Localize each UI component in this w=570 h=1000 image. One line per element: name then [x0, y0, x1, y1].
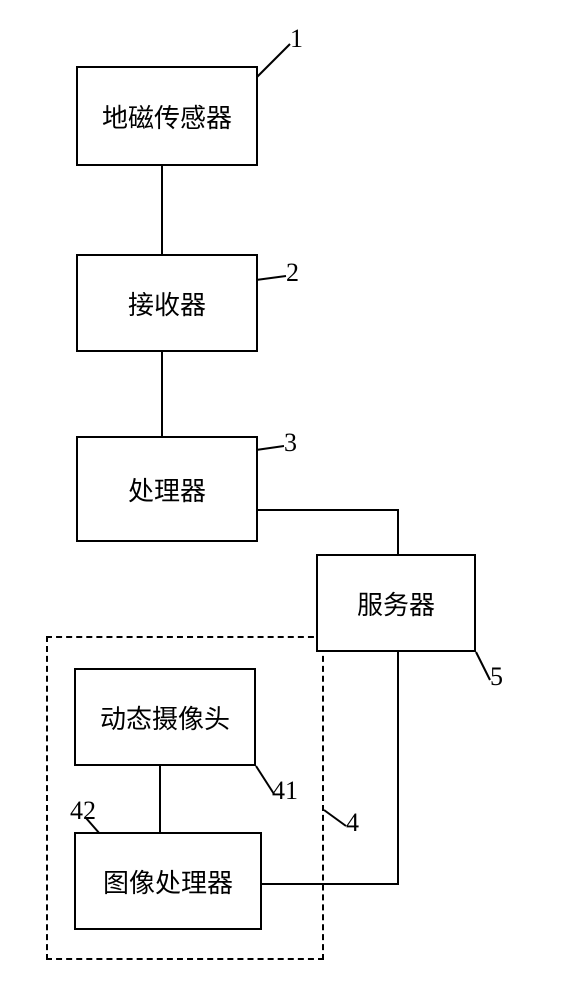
node-cpu: 处理器 [76, 436, 258, 542]
node-sensor: 地磁传感器 [76, 66, 258, 166]
ref-label-3: 3 [284, 428, 297, 458]
ref-label-1: 1 [290, 24, 303, 54]
node-server-label: 服务器 [357, 585, 435, 622]
node-receiver: 接收器 [76, 254, 258, 352]
node-cpu-label: 处理器 [128, 471, 206, 508]
node-camera: 动态摄像头 [74, 668, 256, 766]
ref-label-5: 5 [490, 662, 503, 692]
node-imgproc-label: 图像处理器 [103, 863, 233, 900]
ref-label-4: 4 [346, 808, 359, 838]
node-receiver-label: 接收器 [128, 285, 206, 322]
ref-label-41: 41 [272, 776, 298, 806]
node-server: 服务器 [316, 554, 476, 652]
node-imgproc: 图像处理器 [74, 832, 262, 930]
node-sensor-label: 地磁传感器 [102, 98, 232, 135]
ref-label-42: 42 [70, 796, 96, 826]
ref-label-2: 2 [286, 258, 299, 288]
node-camera-label: 动态摄像头 [100, 699, 230, 736]
